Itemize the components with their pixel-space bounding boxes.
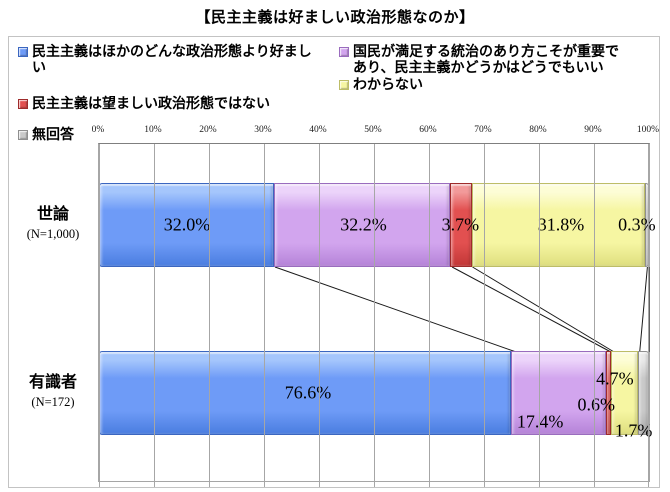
axis-bottom-tick bbox=[648, 481, 649, 487]
series-connector-line bbox=[639, 266, 648, 353]
chart-title: 【民主主義は好ましい政治形態なのか】 bbox=[195, 9, 475, 26]
data-label: 32.2% bbox=[340, 214, 387, 235]
category-name: 世論 bbox=[36, 206, 69, 223]
legend-item: 民主主義は望ましい政治形態ではない bbox=[18, 95, 333, 111]
plot-area: 32.0% 32.2% 3.7% 31.8% 0.3% 76.6% 17.4% 0.6% 4.… bbox=[98, 143, 656, 487]
axis-tick-label: 0% bbox=[91, 125, 105, 135]
category-sample-size: (N=1,000) bbox=[26, 227, 80, 241]
data-label: 0.6% bbox=[577, 394, 615, 415]
axis-tick-label: 60% bbox=[419, 125, 437, 135]
gridline bbox=[539, 144, 540, 481]
legend-label: わからない bbox=[353, 76, 423, 92]
axis-bottom-tick bbox=[209, 481, 210, 487]
axis-bottom-tick bbox=[154, 481, 155, 487]
category-sample-size: (N=172) bbox=[31, 395, 75, 409]
axis-bottom-tick bbox=[594, 481, 595, 487]
gridline bbox=[209, 144, 210, 481]
data-label: 1.7% bbox=[614, 420, 653, 441]
bar-segment bbox=[273, 183, 450, 267]
legend-label: 民主主義はほかのどんな政治形態より好ましい bbox=[32, 43, 312, 75]
gridline bbox=[648, 144, 649, 481]
data-label: 3.7% bbox=[441, 214, 480, 235]
series-connector-line bbox=[274, 266, 517, 353]
data-label: 76.6% bbox=[284, 382, 332, 403]
data-label: 32.0% bbox=[163, 214, 211, 235]
gridline bbox=[594, 144, 595, 481]
axis-bottom-tick bbox=[374, 481, 375, 487]
gridline bbox=[154, 144, 155, 481]
axis-bottom-tick bbox=[539, 481, 540, 487]
bar-row-public: 32.0% 32.2% 3.7% 31.8% 0.3% bbox=[99, 183, 656, 267]
bar-segment bbox=[605, 351, 611, 435]
legend-label: 国民が満足する統治のあり方こそが重要であり、民主主義かどうかはどうでもいい bbox=[353, 43, 619, 75]
axis-tick-label: 40% bbox=[309, 125, 327, 135]
axis-tick-labels: 0% 10% 20% 30% 40% 50% 60% 70% 80% 90% 100% bbox=[92, 125, 659, 138]
stacked-bar bbox=[99, 351, 649, 435]
data-label: 4.7% bbox=[596, 368, 634, 389]
axis-tick-label: 80% bbox=[529, 125, 547, 135]
legend-item: 国民が満足する統治のあり方こそが重要であり、民主主義かどうかはどうでもいい bbox=[339, 43, 657, 75]
legend-label: 無回答 bbox=[32, 126, 74, 142]
legend-marker-icon bbox=[18, 130, 28, 140]
axis-tick-label: 90% bbox=[584, 125, 602, 135]
category-label-experts: 有識者 (N=172) bbox=[10, 350, 96, 434]
axis-tick-label: 30% bbox=[254, 125, 272, 135]
bar-segment bbox=[510, 351, 606, 435]
legend-column-2: 国民が満足する統治のあり方こそが重要であり、民主主義かどうかはどうでもいい わから… bbox=[339, 41, 657, 92]
legend-label: 民主主義は望ましい政治形態ではない bbox=[32, 95, 270, 111]
chart-panel: 民主主義はほかのどんな政治形態より好ましい民主主義は望ましい政治形態ではない 無回… bbox=[8, 36, 660, 488]
bar-segment bbox=[99, 183, 274, 267]
axis-bottom-tick bbox=[319, 481, 320, 487]
gridline bbox=[429, 144, 430, 481]
legend-marker-icon bbox=[18, 47, 28, 57]
stacked-bar bbox=[99, 183, 649, 267]
gridline bbox=[264, 144, 265, 481]
axis-tick-label: 10% bbox=[144, 125, 162, 135]
legend-marker-icon bbox=[339, 47, 349, 57]
category-name: 有識者 bbox=[28, 374, 77, 391]
legend-item: 民主主義はほかのどんな政治形態より好ましい bbox=[18, 43, 333, 75]
series-connector-lines bbox=[274, 266, 650, 353]
legend-column-1: 民主主義はほかのどんな政治形態より好ましい民主主義は望ましい政治形態ではない 無回… bbox=[18, 41, 333, 142]
axis-tick-label: 50% bbox=[364, 125, 382, 135]
axis-bottom-tick bbox=[264, 481, 265, 487]
bar-segment bbox=[610, 351, 638, 435]
gridline bbox=[99, 144, 100, 481]
legend-item: わからない bbox=[339, 76, 657, 92]
bar-segment bbox=[449, 183, 472, 267]
legend-item: 無回答 bbox=[18, 126, 333, 142]
bar-row-experts: 76.6% 17.4% 0.6% 4.7% 1.7% bbox=[99, 351, 652, 440]
gridline bbox=[374, 144, 375, 481]
axis-bottom-tick bbox=[429, 481, 430, 487]
gridline bbox=[319, 144, 320, 481]
axis-tick-label: 70% bbox=[474, 125, 492, 135]
axis-bottom-tick bbox=[484, 481, 485, 487]
bar-segment bbox=[99, 351, 511, 435]
bar-segment bbox=[471, 183, 646, 267]
data-label: 17.4% bbox=[516, 411, 564, 432]
legend-marker-icon bbox=[339, 80, 349, 90]
axis-bottom-tick bbox=[99, 481, 100, 487]
category-label-public: 世論 (N=1,000) bbox=[10, 182, 96, 266]
axis-tick-label: 20% bbox=[199, 125, 217, 135]
data-label: 0.3% bbox=[618, 214, 656, 235]
legend-marker-icon bbox=[18, 99, 28, 109]
gridline bbox=[484, 144, 485, 481]
data-label: 31.8% bbox=[537, 214, 585, 235]
series-connector-line bbox=[451, 266, 612, 353]
axis-tick-label: 100% bbox=[636, 125, 660, 135]
series-connector-line bbox=[472, 266, 615, 353]
